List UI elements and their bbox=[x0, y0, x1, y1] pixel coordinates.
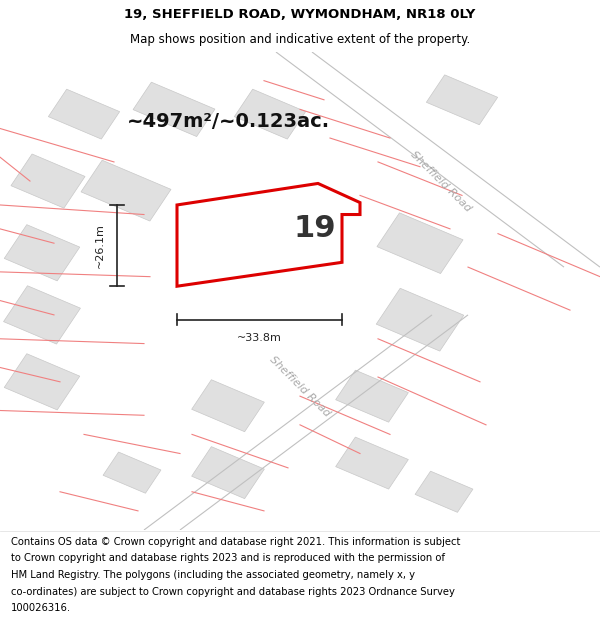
Text: ~33.8m: ~33.8m bbox=[237, 333, 282, 343]
Text: ~497m²/~0.123ac.: ~497m²/~0.123ac. bbox=[127, 112, 329, 131]
Polygon shape bbox=[4, 286, 80, 344]
Polygon shape bbox=[11, 154, 85, 208]
Polygon shape bbox=[133, 82, 215, 136]
Text: Sheffield Road: Sheffield Road bbox=[409, 149, 473, 213]
Polygon shape bbox=[276, 52, 600, 267]
Polygon shape bbox=[377, 213, 463, 274]
Text: Map shows position and indicative extent of the property.: Map shows position and indicative extent… bbox=[130, 32, 470, 46]
Polygon shape bbox=[235, 89, 305, 139]
Polygon shape bbox=[335, 370, 409, 422]
Polygon shape bbox=[103, 452, 161, 493]
Text: co-ordinates) are subject to Crown copyright and database rights 2023 Ordnance S: co-ordinates) are subject to Crown copyr… bbox=[11, 586, 455, 596]
Polygon shape bbox=[427, 75, 497, 125]
Text: HM Land Registry. The polygons (including the associated geometry, namely x, y: HM Land Registry. The polygons (includin… bbox=[11, 570, 415, 580]
Text: Contains OS data © Crown copyright and database right 2021. This information is : Contains OS data © Crown copyright and d… bbox=[11, 537, 460, 547]
Polygon shape bbox=[81, 160, 171, 221]
Polygon shape bbox=[191, 380, 265, 432]
Polygon shape bbox=[4, 354, 80, 410]
Polygon shape bbox=[191, 447, 265, 499]
Polygon shape bbox=[4, 224, 80, 281]
Polygon shape bbox=[49, 89, 119, 139]
Polygon shape bbox=[177, 184, 360, 286]
Polygon shape bbox=[415, 471, 473, 512]
Text: 100026316.: 100026316. bbox=[11, 603, 71, 613]
Text: Sheffield Road: Sheffield Road bbox=[268, 354, 332, 419]
Text: to Crown copyright and database rights 2023 and is reproduced with the permissio: to Crown copyright and database rights 2… bbox=[11, 553, 445, 563]
Text: ~26.1m: ~26.1m bbox=[95, 223, 105, 268]
Polygon shape bbox=[144, 315, 468, 530]
Text: 19: 19 bbox=[293, 214, 336, 243]
Polygon shape bbox=[335, 437, 409, 489]
Polygon shape bbox=[376, 288, 464, 351]
Text: 19, SHEFFIELD ROAD, WYMONDHAM, NR18 0LY: 19, SHEFFIELD ROAD, WYMONDHAM, NR18 0LY bbox=[124, 8, 476, 21]
